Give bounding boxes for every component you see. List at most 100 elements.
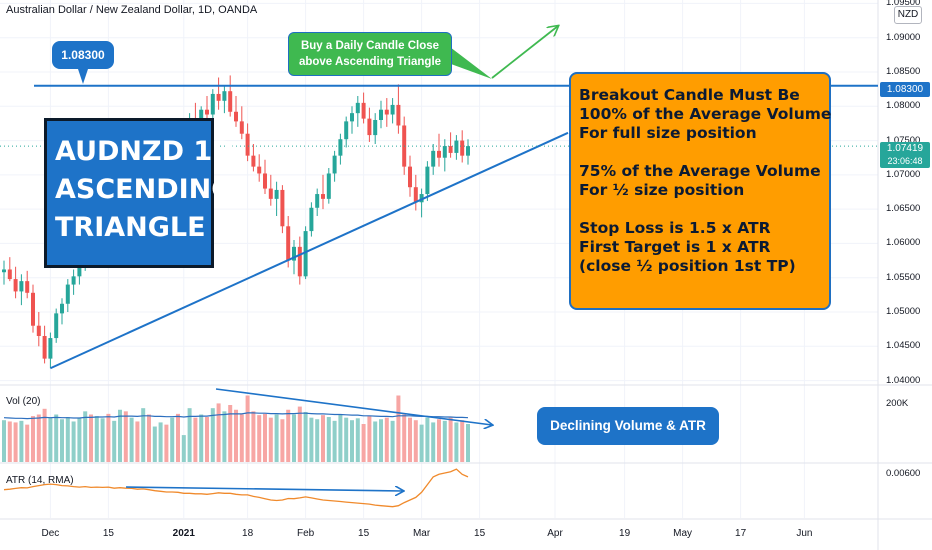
candle-body xyxy=(321,194,325,199)
candle-body xyxy=(268,188,273,199)
candle-body xyxy=(332,155,337,174)
volume-bar xyxy=(83,411,88,462)
volume-bar xyxy=(199,414,204,462)
volume-bar xyxy=(390,420,395,462)
candle-body xyxy=(355,102,360,114)
candle-body xyxy=(42,336,47,359)
volume-bar xyxy=(147,414,151,462)
price-tick: 1.08000 xyxy=(886,100,921,112)
time-tick: 17 xyxy=(735,528,747,539)
candle-body xyxy=(326,173,331,199)
volume-bar xyxy=(181,435,186,462)
candle-body xyxy=(263,173,267,189)
time-tick: May xyxy=(673,528,693,539)
volume-bar xyxy=(315,419,320,462)
time-tick: 15 xyxy=(102,528,114,539)
candle-body xyxy=(274,189,279,199)
candle-body xyxy=(251,155,256,167)
ascending-trendline xyxy=(49,131,569,370)
candle-body xyxy=(239,121,244,134)
candle-body xyxy=(419,194,424,203)
candle-body xyxy=(292,246,296,261)
volume-bar xyxy=(7,421,12,462)
candle-body xyxy=(425,166,430,195)
candle-body xyxy=(13,279,18,292)
candle-body xyxy=(437,150,441,158)
volume-bar xyxy=(187,408,192,462)
atr-label[interactable]: ATR (14, RMA) xyxy=(6,475,74,486)
rules-line-3: For full size position xyxy=(579,124,757,142)
volume-bar xyxy=(210,408,215,462)
volume-bar xyxy=(332,420,337,462)
volume-bar xyxy=(454,422,459,462)
candle-body xyxy=(245,133,250,156)
volume-bar xyxy=(13,422,18,462)
candle-body xyxy=(303,231,308,277)
volume-bar xyxy=(384,417,389,462)
candle-body xyxy=(460,140,465,156)
chart-title-box: AUDNZD 1D ASCENDING TRIANGLE xyxy=(44,118,235,268)
candle-body xyxy=(286,226,291,261)
candle-body xyxy=(367,118,372,136)
volume-bar xyxy=(239,414,244,462)
breakout-arrow xyxy=(491,26,558,79)
price-tick: 1.07500 xyxy=(886,134,921,146)
volume-bar xyxy=(338,414,343,462)
volume-bar xyxy=(205,417,209,462)
candle-body xyxy=(36,325,41,336)
volume-bar xyxy=(402,414,407,462)
candle-body xyxy=(210,93,215,115)
volume-ma-path xyxy=(3,412,469,420)
rules-line-2: 100% of the Average Volume xyxy=(579,105,832,123)
price-tick: 1.08500 xyxy=(886,66,921,77)
volume-label[interactable]: Vol (20) xyxy=(6,396,41,407)
currency-badge[interactable]: NZD xyxy=(894,6,922,24)
volume-bar xyxy=(31,416,35,462)
volume-bar xyxy=(419,424,424,462)
volume-bar xyxy=(373,421,378,462)
pair-title[interactable]: Australian Dollar / New Zealand Dollar, … xyxy=(6,4,258,16)
time-tick: 2021 xyxy=(172,528,195,539)
volume-bar xyxy=(112,420,117,462)
volume-bar xyxy=(344,417,349,462)
volume-bar xyxy=(274,414,279,462)
candle-body xyxy=(379,109,383,120)
candle-body xyxy=(448,146,453,153)
price-tick: 1.07000 xyxy=(886,168,921,180)
volume-bar xyxy=(448,417,453,462)
volume-bar xyxy=(292,414,296,462)
bar-countdown: 23:06:48 xyxy=(887,156,923,166)
volume-bar xyxy=(263,413,267,462)
volume-bar xyxy=(42,408,47,462)
title-line-2: ASCENDING xyxy=(55,174,234,205)
volume-bar xyxy=(222,411,227,462)
rules-line-10: (close ½ position 1st TP) xyxy=(579,257,796,275)
volume-bar xyxy=(2,420,6,462)
buy-note-callout: Buy a Daily Candle Close above Ascending… xyxy=(288,32,452,76)
volume-bar xyxy=(408,417,412,462)
volume-bar xyxy=(460,420,465,462)
price-tick: 1.04500 xyxy=(886,340,921,352)
candle-body xyxy=(31,292,35,326)
volume-bar xyxy=(413,420,418,462)
atr-path xyxy=(3,468,469,508)
buy-note-pointer xyxy=(440,44,492,79)
volume-bar xyxy=(94,416,99,462)
declining-volume-arrow xyxy=(215,388,492,425)
volume-bar xyxy=(431,422,436,462)
volume-bar xyxy=(326,417,331,462)
candle-body xyxy=(350,113,354,122)
candle-body xyxy=(77,264,82,277)
volume-bar xyxy=(216,403,221,462)
volume-bar xyxy=(437,419,441,462)
volume-bar xyxy=(100,418,105,462)
declining-atr-arrow xyxy=(125,487,403,491)
volume-bar xyxy=(176,413,180,462)
volume-bar xyxy=(280,419,285,462)
volume-bar xyxy=(268,417,273,462)
buy-note-line-1: Buy a Daily Candle Close xyxy=(300,40,440,52)
candle-body xyxy=(396,104,401,126)
trade-rules-box: Breakout Candle Must Be 100% of the Aver… xyxy=(569,72,831,310)
volume-bar xyxy=(361,424,366,462)
